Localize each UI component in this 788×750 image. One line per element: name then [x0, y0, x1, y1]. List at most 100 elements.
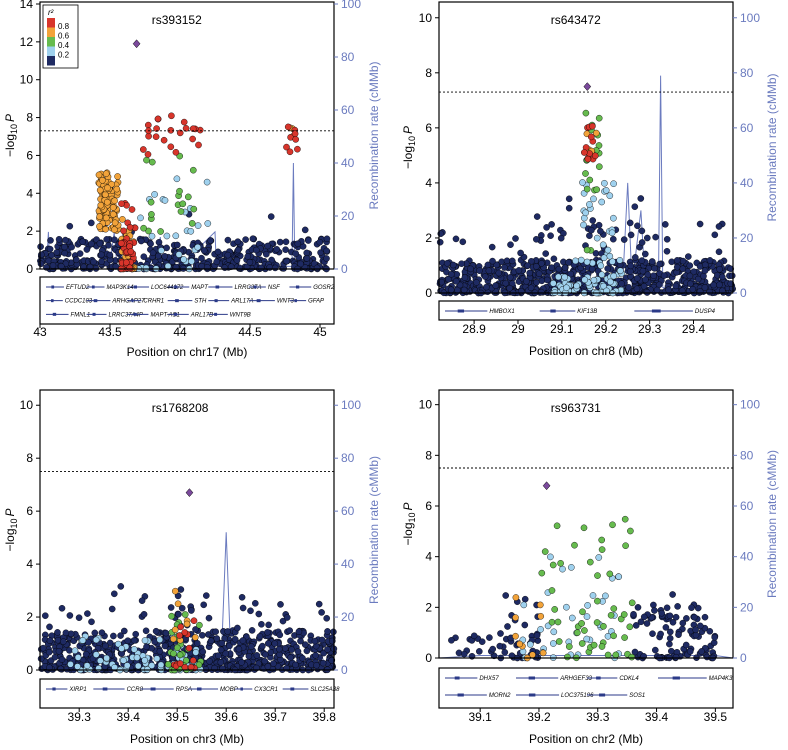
panel-d-gene-exon: [599, 693, 606, 697]
panel-d-snp-point: [609, 521, 616, 529]
panel-a-snp-point: [189, 135, 196, 143]
panel-c-snp-point: [294, 648, 302, 655]
panel-a-snp-point: [273, 245, 281, 253]
panel-b-snp-point: [538, 260, 545, 267]
panel-a-snp-point: [188, 257, 195, 265]
panel-c-snp-point: [288, 646, 296, 654]
panel-b-ylabel: −log10 P: [401, 126, 417, 169]
panel-d-snp-point: [666, 635, 674, 642]
panel-a-gene-label: EFTUD2: [66, 285, 90, 291]
panel-d-snp-point: [631, 648, 639, 656]
panel-c-snp-point: [185, 644, 193, 652]
panel-a-y2tick-label: 0: [341, 262, 348, 276]
panel-a-snp-point: [151, 191, 158, 198]
panel-c-snp-point: [192, 626, 199, 633]
panel-c-gene-exon: [52, 687, 56, 691]
panel-b-plot-frame: [438, 1, 734, 294]
panel-b-snp-point: [689, 285, 697, 293]
panel-b-snp-point: [715, 223, 723, 230]
panel-c-snp-point: [217, 659, 225, 666]
panel-b-snp-point: [719, 273, 726, 281]
panel-b-snp-point: [527, 284, 535, 292]
panel-a-gene-label: ARL17B: [190, 312, 213, 318]
panel-d-snp-point: [537, 613, 545, 620]
panel-a-snp-point: [53, 249, 61, 256]
panel-a-snp-point: [96, 223, 103, 230]
panel-b-snp-point: [716, 281, 723, 289]
panel-c-snp-point: [60, 638, 67, 645]
panel-c-snp-point: [275, 645, 283, 653]
panel-a-snp-point: [234, 238, 242, 245]
panel-a-snp-point: [164, 262, 172, 270]
panel-a-gene-exon: [294, 299, 297, 303]
panel-c-snp-point: [66, 647, 73, 654]
panel-a-snp-point: [68, 243, 75, 251]
panel-c-ylabel-main: −log: [3, 529, 17, 552]
panel-c-snp-point: [156, 648, 164, 655]
panel-b-snp-point: [673, 263, 681, 271]
panel-c-snp-point: [251, 600, 259, 607]
panel-a-ylabel-p: P: [3, 114, 17, 122]
panel-c-snp-point: [54, 629, 61, 636]
panel-b-snp-point: [476, 267, 483, 275]
panel-d-snp-point: [501, 649, 509, 656]
panel-c-snp-point: [124, 637, 132, 645]
panel-d-snp-point: [622, 542, 629, 550]
panel-d-snp-point: [637, 618, 645, 626]
panel-a-snp-point: [90, 258, 97, 266]
panel-b-snp-point: [604, 265, 612, 272]
panel-b-snp-point: [633, 285, 641, 293]
panel-d-title: rs963731: [551, 401, 601, 415]
panel-d-snp-point: [460, 650, 468, 658]
panel-b-snp-point: [543, 224, 550, 231]
panel-c-snp-point: [178, 604, 186, 612]
panel-d-snp-point: [590, 641, 598, 649]
panel-a-plot-frame: [39, 1, 335, 270]
panel-a-legend-label: 0.2: [58, 51, 70, 60]
panel-a-snp-point: [180, 256, 187, 263]
panel-a-gene-exon: [93, 299, 98, 303]
panel-c-snp-point: [318, 636, 326, 644]
panel-b-snp-point: [597, 262, 605, 270]
panel-c-snp-point: [200, 601, 207, 609]
panel-a-snp-point: [102, 170, 110, 177]
panel-a-gene-label: CRHR1: [143, 299, 164, 305]
panel-a-snp-point: [123, 259, 130, 266]
panel-c-snp-point: [170, 650, 177, 657]
panel-d-snp-point: [512, 614, 519, 621]
panel-a-snp-point: [62, 236, 69, 244]
panel-a-snp-point: [73, 256, 80, 264]
panel-a-snp-point: [276, 238, 284, 246]
panel-b-snp-point: [555, 265, 563, 273]
panel-c-snp-point: [191, 634, 199, 641]
panel-a-snp-point: [157, 228, 164, 235]
panel-d-snp-point: [594, 572, 601, 579]
panel-b-gene-exon: [651, 309, 661, 313]
panel-a-snp-point: [172, 148, 180, 156]
panel-c-y2tick-label: 40: [341, 557, 355, 571]
panel-a-snp-point: [120, 227, 127, 235]
panel-a-legend-label: 0.4: [58, 41, 70, 50]
panel-c-snp-point: [39, 644, 47, 652]
panel-a-snp-point: [172, 232, 180, 240]
panel-b-snp-point: [608, 229, 616, 237]
panel-b-snp-point: [578, 256, 585, 264]
panel-d-snp-point: [650, 601, 657, 609]
panel-c-snp-point: [312, 652, 320, 659]
panel-a-snp-point: [61, 243, 68, 251]
panel-a-snp-point: [106, 251, 114, 259]
panel-b-snp-point: [481, 273, 489, 280]
panel-d-snp-point: [533, 632, 541, 639]
panel-c-snp-point: [177, 623, 184, 631]
panel-c-snp-point: [55, 648, 63, 655]
panel-d-snp-point: [554, 618, 562, 626]
panel-b-snp-point: [662, 221, 669, 228]
panel-d-snp-point: [541, 548, 549, 555]
panel-c-snp-point: [264, 629, 271, 636]
panel-b-snp-point: [685, 253, 692, 260]
panel-b-snp-point: [586, 201, 593, 208]
panel-b-snp-point: [447, 270, 455, 278]
panel-a-gene-exon: [174, 285, 178, 289]
panel-c-snp-point: [110, 632, 117, 640]
